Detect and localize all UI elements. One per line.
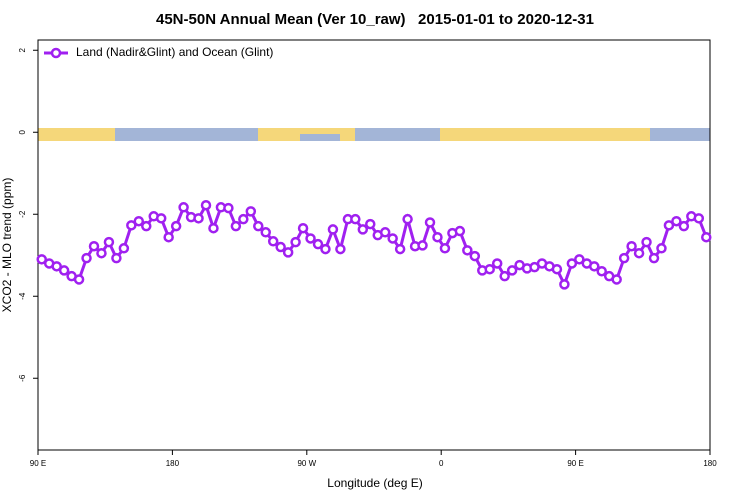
data-point <box>491 258 503 269</box>
chart-title: 45N-50N Annual Mean (Ver 10_raw) 2015-01… <box>156 11 594 28</box>
data-point <box>671 215 682 227</box>
data-point <box>260 227 271 238</box>
data-point <box>469 250 481 262</box>
data-point <box>118 243 130 254</box>
data-point <box>312 238 324 250</box>
data-point <box>499 270 510 282</box>
data-point <box>596 265 607 277</box>
data-point <box>267 236 279 247</box>
data-point <box>111 252 122 264</box>
data-point <box>170 220 182 232</box>
y-tick-label: 0 <box>18 129 27 134</box>
data-point <box>417 240 428 251</box>
data-point <box>155 213 167 224</box>
data-point <box>439 243 451 254</box>
data-point <box>350 213 361 225</box>
data-point <box>51 261 62 272</box>
data-point <box>379 227 391 238</box>
data-point <box>282 247 294 258</box>
data-point <box>506 265 518 276</box>
data-point <box>484 263 495 275</box>
data-point <box>73 274 85 285</box>
y-axis-label: XCO2 - MLO trend (ppm) <box>0 178 14 313</box>
data-point <box>81 252 92 264</box>
data-point <box>193 213 204 224</box>
data-point <box>320 243 331 255</box>
data-point <box>633 247 645 259</box>
data-point <box>663 220 675 231</box>
data-point <box>454 225 466 237</box>
data-point <box>327 224 339 235</box>
data-point <box>551 263 563 275</box>
data-point <box>402 213 413 225</box>
y-tick-label: -2 <box>18 210 27 218</box>
data-point <box>365 218 376 230</box>
data-point <box>656 243 667 254</box>
legend-marker <box>50 47 62 59</box>
data-point <box>424 217 436 228</box>
data-point <box>290 236 301 248</box>
data-point <box>618 252 630 264</box>
data-point <box>238 213 249 225</box>
data-point <box>462 245 473 256</box>
data-point <box>253 220 264 232</box>
data-point <box>701 231 712 243</box>
data-point <box>58 265 70 276</box>
data-point <box>163 231 174 243</box>
x-axis-label: Longitude (deg E) <box>327 476 422 490</box>
data-point <box>230 220 242 232</box>
y-tick-label: -6 <box>18 374 27 382</box>
data-point <box>297 222 309 234</box>
data-point <box>36 254 47 265</box>
x-tick-label: 0 <box>439 459 444 468</box>
legend-label: Land (Nadir&Glint) and Ocean (Glint) <box>76 45 273 59</box>
data-point <box>693 213 705 224</box>
data-point <box>141 220 152 232</box>
data-point <box>223 202 234 214</box>
data-point <box>394 243 406 255</box>
data-point <box>589 261 600 272</box>
x-tick-label: 180 <box>166 459 180 468</box>
data-point <box>566 258 578 269</box>
data-point <box>245 206 257 217</box>
data-point <box>208 222 219 234</box>
data-point <box>387 233 398 244</box>
data-point <box>432 231 443 243</box>
y-tick-label: 2 <box>18 47 27 52</box>
x-tick-label: 90 E <box>30 459 46 468</box>
data-point <box>626 240 637 252</box>
data-point <box>574 254 585 265</box>
x-tick-label: 90 E <box>567 459 583 468</box>
plot-frame <box>37 39 711 451</box>
data-point <box>559 279 570 290</box>
data-point <box>103 236 115 248</box>
data-point <box>678 220 690 232</box>
data-point <box>611 274 622 285</box>
data-point <box>275 241 286 253</box>
x-tick-label: 90 W <box>297 459 316 468</box>
data-point <box>357 224 369 235</box>
data-point <box>335 243 346 255</box>
data-point <box>178 202 189 213</box>
data-point <box>133 215 145 227</box>
data-point <box>200 199 212 211</box>
data-point <box>648 252 660 264</box>
data-point <box>305 233 316 244</box>
data-point <box>88 240 100 252</box>
map-strip <box>38 128 710 141</box>
data-point <box>126 220 137 231</box>
y-tick-label: -4 <box>18 292 27 300</box>
data-point <box>96 247 107 259</box>
x-tick-label: 180 <box>703 459 717 468</box>
data-point <box>641 236 652 248</box>
